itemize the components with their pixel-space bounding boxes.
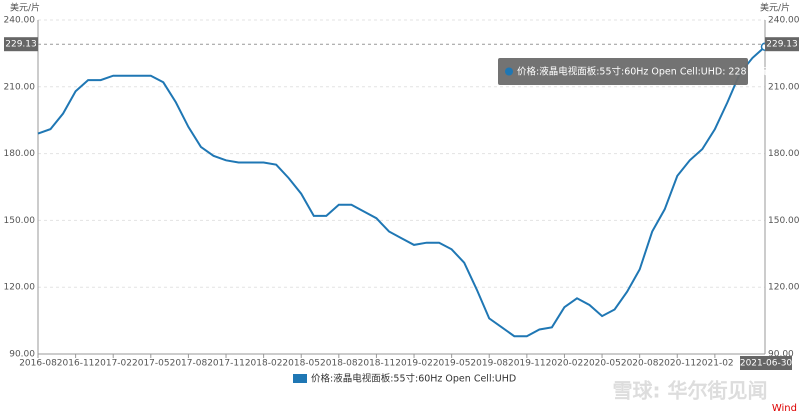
legend-label: 价格:液晶电视面板:55寸:60Hz Open Cell:UHD xyxy=(311,373,516,385)
x-tick-label: 2019-05 xyxy=(433,359,471,369)
y-tick-label: 120.00 xyxy=(4,283,36,293)
crosshair-x-box xyxy=(740,356,792,370)
y-tick-label: 150.00 xyxy=(4,216,36,226)
x-tick-label: 2017-11 xyxy=(207,359,245,369)
tooltip-text: 价格:液晶电视面板:55寸:60Hz Open Cell:UHD: 228 美元… xyxy=(517,66,781,78)
y-tick-label: 180.00 xyxy=(4,149,36,159)
x-tick-label: 2020-02 xyxy=(546,359,584,369)
x-tick-label: 2021-02 xyxy=(696,359,734,369)
y-tick-label: 240.00 xyxy=(4,16,36,26)
x-tick-label: 2019-11 xyxy=(508,359,546,369)
crosshair-label: 229.13 xyxy=(766,40,798,50)
y-tick-label: 210.00 xyxy=(4,82,36,92)
x-tick-label: 2018-08 xyxy=(320,359,358,369)
tooltip-marker xyxy=(505,67,513,76)
y2-tick-label: 150.00 xyxy=(768,216,800,226)
x-tick-label: 2020-11 xyxy=(658,359,696,369)
source-label: Wind xyxy=(772,403,797,414)
legend-swatch xyxy=(293,374,307,383)
x-tick-label: 2018-05 xyxy=(282,359,320,369)
crosshair-label-box xyxy=(765,37,799,52)
x-tick-label: 2020-08 xyxy=(621,359,659,369)
x-tick-label: 2016-11 xyxy=(57,359,95,369)
x-tick-label: 2016-08 xyxy=(19,359,57,369)
x-tick-label: 2019-08 xyxy=(470,359,508,369)
watermark: 雪球: 华尔街见闻 xyxy=(613,379,768,403)
y-tick-label: 90.00 xyxy=(9,350,35,360)
y-axis-unit: 美元/片 xyxy=(10,2,40,14)
y2-axis-unit: 美元/片 xyxy=(760,2,790,14)
x-tick-label: 2018-02 xyxy=(245,359,283,369)
x-tick-label: 2020-05 xyxy=(583,359,621,369)
x-tick-label: 2017-02 xyxy=(94,359,132,369)
y2-tick-label: 180.00 xyxy=(768,149,800,159)
data-line xyxy=(37,45,766,338)
x-tick-label: 2019-02 xyxy=(395,359,433,369)
x-tick-label: 2017-05 xyxy=(132,359,170,369)
x-tick-label: 2017-08 xyxy=(170,359,208,369)
tooltip-box xyxy=(498,58,748,85)
x-tick-label: 2018-11 xyxy=(358,359,396,369)
y2-tick-label: 240.00 xyxy=(768,16,800,26)
crosshair-label: 229.13 xyxy=(5,40,37,50)
y2-tick-label: 120.00 xyxy=(768,283,800,293)
y2-tick-label: 90.00 xyxy=(768,350,794,360)
y2-tick-label: 210.00 xyxy=(768,82,800,92)
crosshair-label-box xyxy=(4,37,38,52)
crosshair-x-label: 2021-06-30 xyxy=(740,359,793,369)
